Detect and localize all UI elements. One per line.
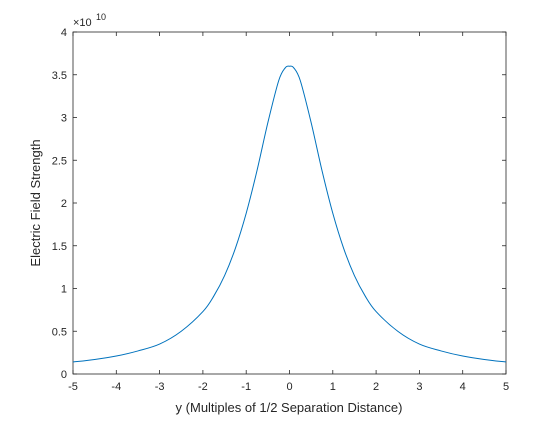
- data-point: [159, 344, 160, 345]
- y-axis-label: Electric Field Strength: [28, 139, 43, 266]
- data-point: [322, 170, 323, 171]
- series-line: [72, 65, 507, 363]
- x-tick-label: -1: [241, 381, 251, 393]
- y-tick-label: 3.5: [52, 70, 67, 82]
- data-point: [397, 331, 398, 332]
- y-tick-label: 0.5: [52, 326, 67, 338]
- x-axis-label: y (Multiples of 1/2 Separation Distance): [176, 400, 403, 415]
- data-point: [332, 213, 333, 214]
- data-point: [289, 66, 290, 67]
- y-exponent-power: 10: [96, 12, 106, 22]
- data-point: [419, 344, 420, 345]
- data-point: [343, 248, 344, 249]
- data-point: [462, 356, 463, 357]
- x-tick-label: -2: [198, 381, 208, 393]
- y-tick-label: 2: [61, 198, 67, 210]
- y-tick-label: 1: [61, 284, 67, 296]
- plot-area-box: [72, 31, 507, 375]
- series-layer: [72, 65, 507, 363]
- x-tick-label: -4: [111, 381, 121, 393]
- axes: [72, 31, 507, 375]
- data-point: [235, 248, 236, 249]
- data-point: [293, 68, 294, 69]
- y-exponent-multiplier: ×10: [73, 17, 92, 29]
- data-point: [246, 213, 247, 214]
- data-point: [94, 359, 95, 360]
- data-point: [285, 68, 286, 69]
- data-point: [257, 170, 258, 171]
- data-point: [278, 80, 279, 81]
- y-tick-label: 1.5: [52, 241, 67, 253]
- data-point: [300, 80, 301, 81]
- x-tick-label: -5: [68, 381, 78, 393]
- data-point: [365, 296, 366, 297]
- y-tick-label: 0: [61, 369, 67, 381]
- data-point: [181, 331, 182, 332]
- y-tick-label: 2.5: [52, 155, 67, 167]
- data-point: [311, 122, 312, 123]
- data-point: [441, 351, 442, 352]
- y-tick-label: 4: [61, 27, 67, 39]
- x-tick-label: 0: [286, 381, 292, 393]
- data-point: [267, 122, 268, 123]
- x-tick-label: 4: [460, 381, 466, 393]
- data-point: [506, 362, 507, 363]
- x-tick-label: 5: [503, 381, 509, 393]
- x-tick-label: 3: [416, 381, 422, 393]
- data-point: [484, 359, 485, 360]
- y-tick-label: 3: [61, 113, 67, 125]
- data-point: [376, 311, 377, 312]
- data-point: [224, 275, 225, 276]
- x-tick-label: 1: [330, 381, 336, 393]
- data-point: [213, 296, 214, 297]
- x-tick-label: 2: [373, 381, 379, 393]
- tick-labels: -5 -4 -3 -2 -1 0 1 2 3 4 5 0 0.5 1 1.5 2 2.5 3 3.5 4: [52, 27, 509, 393]
- data-point: [138, 351, 139, 352]
- data-point: [203, 311, 204, 312]
- data-point: [73, 362, 74, 363]
- x-tick-label: -3: [155, 381, 165, 393]
- data-point: [116, 356, 117, 357]
- data-point: [354, 275, 355, 276]
